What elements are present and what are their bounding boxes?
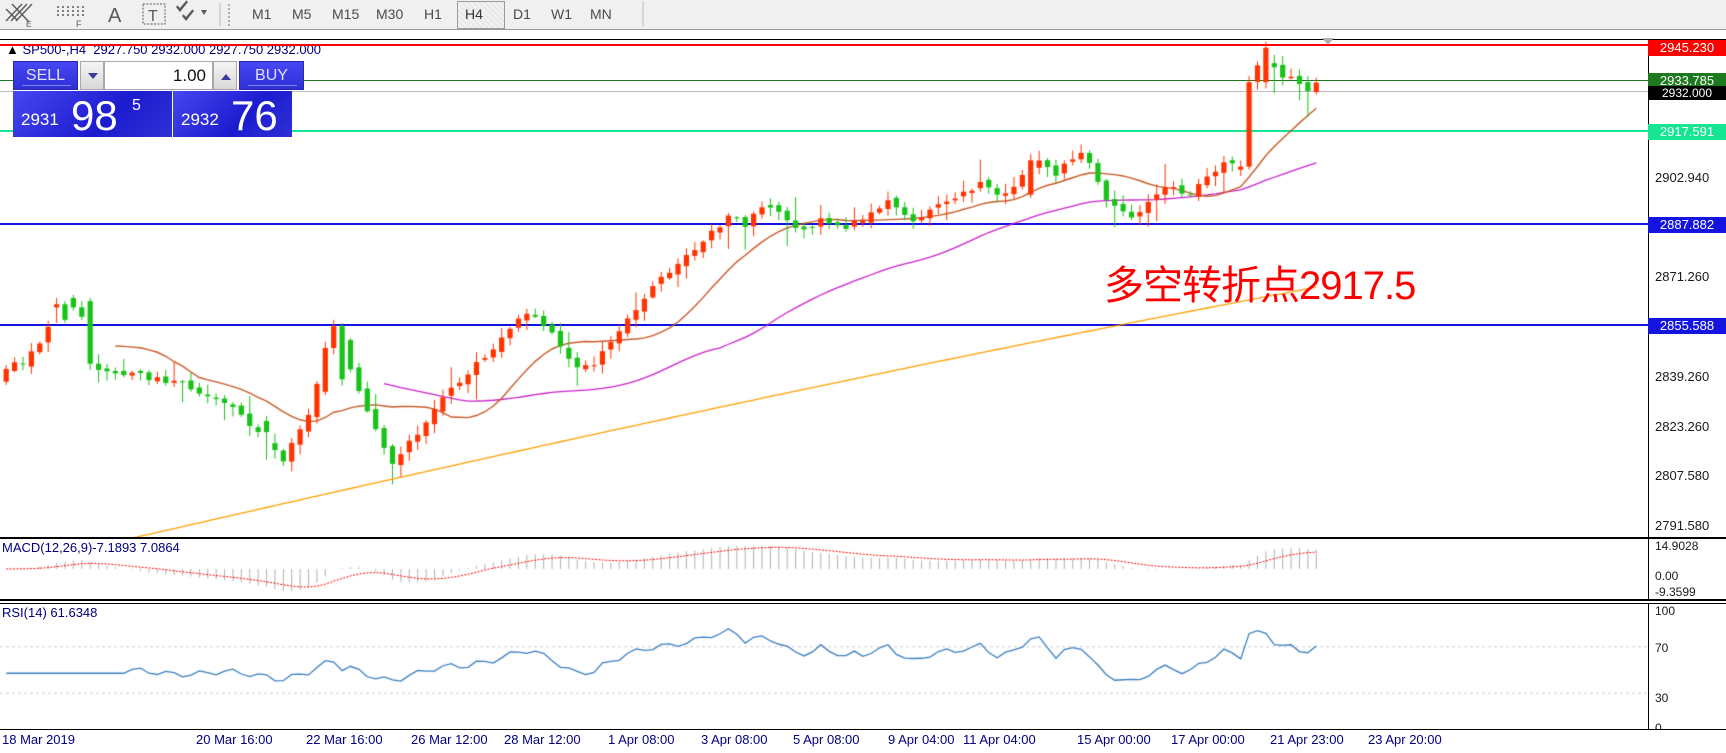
svg-text:A: A (108, 5, 122, 27)
svg-text:F: F (76, 19, 82, 29)
svg-text:T: T (148, 8, 158, 25)
svg-text:E: E (26, 19, 32, 29)
